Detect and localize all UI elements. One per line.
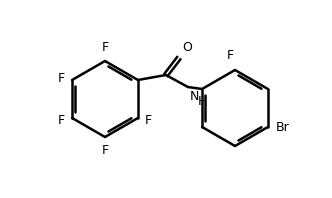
- Text: N: N: [190, 90, 199, 103]
- Text: F: F: [102, 41, 109, 54]
- Text: O: O: [182, 41, 192, 54]
- Text: F: F: [58, 113, 65, 127]
- Text: F: F: [102, 144, 109, 157]
- Text: F: F: [58, 71, 65, 85]
- Text: F: F: [145, 113, 152, 127]
- Text: F: F: [226, 49, 234, 62]
- Text: Br: Br: [276, 121, 290, 133]
- Text: H: H: [198, 95, 207, 108]
